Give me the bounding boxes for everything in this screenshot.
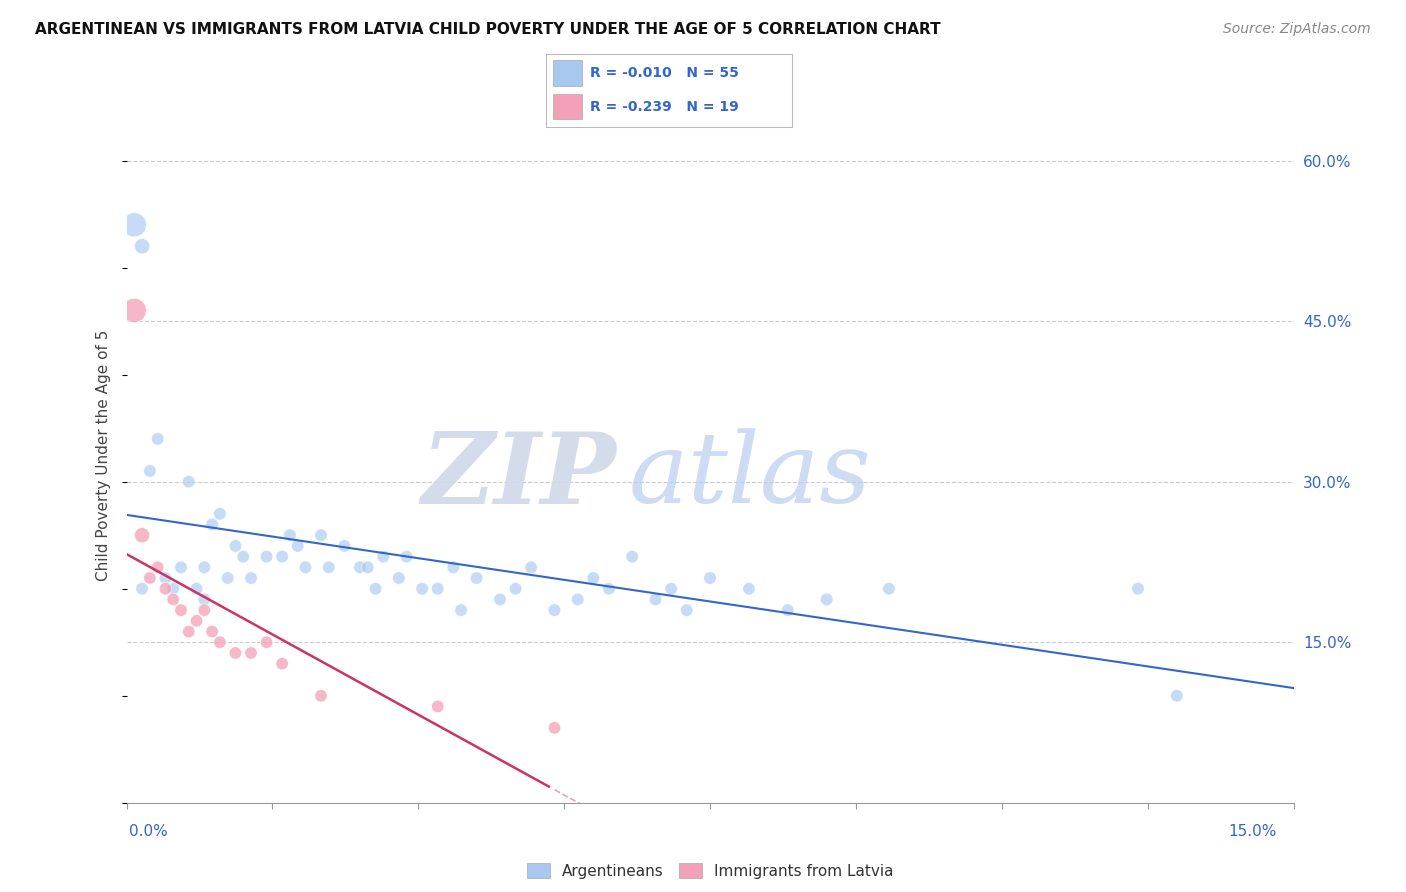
Point — [505, 582, 527, 596]
Point — [543, 721, 565, 735]
Point — [177, 624, 200, 639]
Point — [441, 560, 464, 574]
Point — [193, 603, 215, 617]
Point — [240, 646, 263, 660]
Point — [1126, 582, 1149, 596]
Legend: Argentineans, Immigrants from Latvia: Argentineans, Immigrants from Latvia — [527, 863, 893, 879]
Point — [217, 571, 239, 585]
Point — [675, 603, 697, 617]
Point — [224, 646, 246, 660]
Point — [877, 582, 900, 596]
Point — [139, 571, 162, 585]
Point — [201, 624, 224, 639]
Point — [776, 603, 799, 617]
Point — [170, 560, 193, 574]
Text: ARGENTINEAN VS IMMIGRANTS FROM LATVIA CHILD POVERTY UNDER THE AGE OF 5 CORRELATI: ARGENTINEAN VS IMMIGRANTS FROM LATVIA CH… — [35, 22, 941, 37]
Point — [232, 549, 254, 564]
Point — [131, 239, 153, 253]
Point — [318, 560, 340, 574]
Point — [146, 560, 169, 574]
Text: Source: ZipAtlas.com: Source: ZipAtlas.com — [1223, 22, 1371, 37]
Point — [155, 582, 177, 596]
Point — [162, 582, 184, 596]
Point — [411, 582, 433, 596]
Point — [124, 218, 146, 232]
Point — [208, 507, 231, 521]
Point — [598, 582, 620, 596]
Point — [450, 603, 472, 617]
Point — [201, 517, 224, 532]
Point — [256, 635, 278, 649]
Point — [333, 539, 356, 553]
Bar — [553, 60, 582, 86]
Point — [146, 432, 169, 446]
Point — [177, 475, 200, 489]
Point — [426, 699, 449, 714]
Point — [644, 592, 666, 607]
Point — [582, 571, 605, 585]
Point — [124, 303, 146, 318]
Point — [170, 603, 193, 617]
Point — [543, 603, 565, 617]
Point — [131, 582, 153, 596]
Point — [738, 582, 761, 596]
Point — [193, 560, 215, 574]
Text: R = -0.010   N = 55: R = -0.010 N = 55 — [591, 66, 738, 80]
Point — [489, 592, 512, 607]
Point — [364, 582, 387, 596]
Point — [373, 549, 395, 564]
Point — [426, 582, 449, 596]
Point — [224, 539, 246, 553]
Point — [388, 571, 411, 585]
Text: ZIP: ZIP — [422, 427, 617, 524]
Point — [240, 571, 263, 585]
Point — [208, 635, 231, 649]
Point — [193, 592, 215, 607]
Y-axis label: Child Poverty Under the Age of 5: Child Poverty Under the Age of 5 — [96, 329, 111, 581]
Point — [309, 528, 332, 542]
Point — [186, 614, 208, 628]
Point — [287, 539, 309, 553]
Point — [294, 560, 316, 574]
Point — [357, 560, 380, 574]
Point — [465, 571, 488, 585]
Point — [155, 571, 177, 585]
Point — [520, 560, 543, 574]
Point — [139, 464, 162, 478]
Text: 0.0%: 0.0% — [129, 824, 169, 838]
Point — [659, 582, 682, 596]
Point — [567, 592, 589, 607]
Text: R = -0.239   N = 19: R = -0.239 N = 19 — [591, 100, 738, 113]
Text: 15.0%: 15.0% — [1229, 824, 1277, 838]
Point — [271, 657, 294, 671]
Point — [309, 689, 332, 703]
Point — [278, 528, 301, 542]
Point — [256, 549, 278, 564]
Point — [131, 528, 153, 542]
Point — [186, 582, 208, 596]
Point — [699, 571, 721, 585]
Point — [395, 549, 418, 564]
Point — [621, 549, 644, 564]
Point — [815, 592, 838, 607]
Point — [162, 592, 184, 607]
Point — [271, 549, 294, 564]
Point — [1166, 689, 1188, 703]
Text: atlas: atlas — [628, 428, 872, 524]
Bar — [553, 94, 582, 120]
Point — [349, 560, 371, 574]
